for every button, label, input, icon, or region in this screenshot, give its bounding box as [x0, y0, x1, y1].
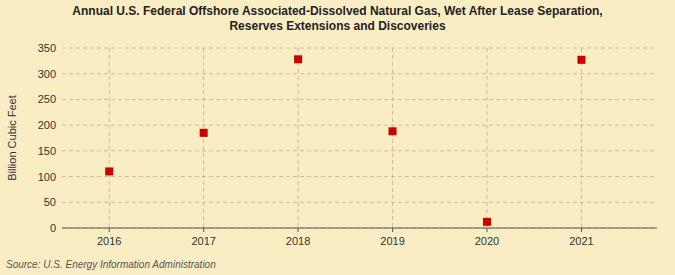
x-grid-line	[487, 48, 488, 228]
y-axis-label: Billion Cubic Feet	[6, 95, 18, 181]
point	[389, 127, 397, 135]
point	[200, 129, 208, 137]
y-tick-label: 300	[38, 68, 56, 80]
y-grid-line	[62, 228, 657, 229]
y-tick-label: 150	[38, 145, 56, 157]
y-tick-label: 250	[38, 93, 56, 105]
y-grid-line	[62, 150, 657, 151]
y-tick-label: 100	[38, 171, 56, 183]
point	[294, 55, 302, 63]
y-grid-line	[62, 202, 657, 203]
point	[577, 56, 585, 64]
y-grid-line	[62, 48, 657, 49]
x-tick	[203, 228, 204, 232]
y-grid-line	[62, 99, 657, 100]
y-grid-line	[62, 176, 657, 177]
x-grid-line	[298, 48, 299, 228]
points	[105, 55, 585, 226]
title-line: Annual U.S. Federal Offshore Associated-…	[72, 4, 602, 18]
y-tick-label: 350	[38, 42, 56, 54]
x-tick	[109, 228, 110, 232]
x-tick-label: 2020	[475, 235, 499, 247]
grid	[62, 48, 657, 228]
x-tick-label: 2017	[191, 235, 215, 247]
x-tick-label: 2021	[569, 235, 593, 247]
x-axis-line	[62, 228, 657, 229]
title: Annual U.S. Federal Offshore Associated-…	[72, 4, 602, 33]
chart: Annual U.S. Federal Offshore Associated-…	[0, 0, 675, 275]
y-tick-label: 50	[44, 196, 56, 208]
y-tick-label: 0	[50, 222, 56, 234]
x-grid-line	[392, 48, 393, 228]
x-tick-label: 2018	[286, 235, 310, 247]
x-tick-label: 2019	[380, 235, 404, 247]
source: Source: U.S. Energy Information Administ…	[6, 259, 216, 270]
y-grid-line	[62, 125, 657, 126]
x-tick-label: 2016	[97, 235, 121, 247]
point	[105, 167, 113, 175]
x-grid-line	[203, 48, 204, 228]
x-tick	[581, 228, 582, 232]
y-tick-label: 200	[38, 119, 56, 131]
point	[483, 218, 491, 226]
x-tick	[298, 228, 299, 232]
x-grid-line	[581, 48, 582, 228]
x-tick	[487, 228, 488, 232]
title-line: Reserves Extensions and Discoveries	[229, 19, 445, 33]
x-tick	[392, 228, 393, 232]
y-grid-line	[62, 73, 657, 74]
x-grid-line	[109, 48, 110, 228]
